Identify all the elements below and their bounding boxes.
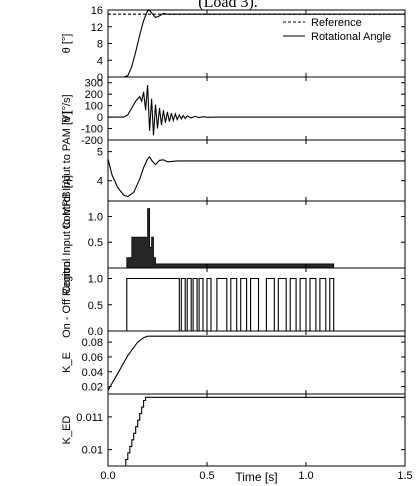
y-axis-label: θ̇ [°/s] xyxy=(61,94,73,122)
y-tick-label: 0 xyxy=(97,72,103,84)
series-theta-rotational-angle xyxy=(108,9,405,78)
y-tick-label: 5 xyxy=(97,147,103,159)
y-axis-label: Control Input to PAM [V] xyxy=(61,112,73,230)
y-tick-label: 0.0 xyxy=(88,326,103,338)
y-tick-label: 0.5 xyxy=(88,300,103,312)
series-mrb-input-fill xyxy=(108,208,405,269)
y-tick-label: 0.011 xyxy=(76,412,103,424)
panel-ked: 0.01 0.011 0.0 0.5 1.0 1.5 K_ED xyxy=(61,393,413,482)
x-tick-label: 1.5 xyxy=(397,470,412,482)
y-tick-label: 0 xyxy=(97,112,103,124)
y-tick-label: 0.08 xyxy=(82,337,103,349)
x-axis-label: Time [s] xyxy=(235,470,277,484)
series-on-off-region-line xyxy=(108,277,405,332)
panel-frame xyxy=(107,139,406,202)
y-tick-label: 4 xyxy=(97,176,103,188)
y-tick-label: 0.04 xyxy=(82,367,103,379)
y-axis-label: Control Input to MRB [A] xyxy=(61,175,73,294)
y-tick-label: 8 xyxy=(97,39,103,51)
y-tick-label: 0.02 xyxy=(82,382,103,394)
y-axis-label: K_E xyxy=(61,352,73,373)
y-tick-label: -100 xyxy=(81,124,103,136)
figure-caption: (Load 3). xyxy=(198,0,258,11)
panel-ke: 0.02 0.04 0.06 0.08 K_E xyxy=(61,330,406,395)
panel-mrb-input: 0.5 1.0 Control Input to MRB [A] xyxy=(61,175,406,294)
y-tick-label: 1.0 xyxy=(88,211,103,223)
series-pam-input-line xyxy=(107,155,405,198)
y-tick-label: 0.01 xyxy=(82,445,103,457)
series-ked-line xyxy=(108,396,405,467)
panel-pam-input: 4 5 Control Input to PAM [V] xyxy=(61,112,406,230)
y-tick-label: 300 xyxy=(85,78,103,90)
y-axis-label: On - Off Region xyxy=(61,261,73,338)
series-ke-line xyxy=(107,335,405,391)
y-tick-label: 12 xyxy=(91,22,103,34)
y-axis-label: K_ED xyxy=(61,416,73,445)
y-tick-label: 100 xyxy=(85,101,103,113)
y-tick-label: 0.06 xyxy=(82,352,103,364)
y-tick-label: 1.0 xyxy=(88,274,103,286)
y-tick-label: -200 xyxy=(81,135,103,147)
x-tick-label: 0.5 xyxy=(199,470,214,482)
x-tick-label: 0.0 xyxy=(100,470,115,482)
series-theta-dot-line xyxy=(108,84,405,136)
y-axis-label: θ [°] xyxy=(61,34,73,54)
legend-label: Rotational Angle xyxy=(311,31,391,43)
y-tick-label: 4 xyxy=(97,55,103,67)
panel-on-off-region: 0.0 0.5 1.0 On - Off Region xyxy=(61,261,406,338)
panel-frame xyxy=(107,267,406,332)
panel-frame xyxy=(107,330,406,395)
y-tick-label: 0.5 xyxy=(88,237,103,249)
x-tick-label: 1.0 xyxy=(298,470,313,482)
panel-frame xyxy=(107,393,406,467)
y-tick-label: 16 xyxy=(91,5,103,17)
legend-label: Reference xyxy=(311,17,362,29)
panel-theta: 0 4 8 12 16 θ [°] Reference Rotational Angle xyxy=(61,5,406,84)
y-tick-label: 200 xyxy=(85,89,103,101)
